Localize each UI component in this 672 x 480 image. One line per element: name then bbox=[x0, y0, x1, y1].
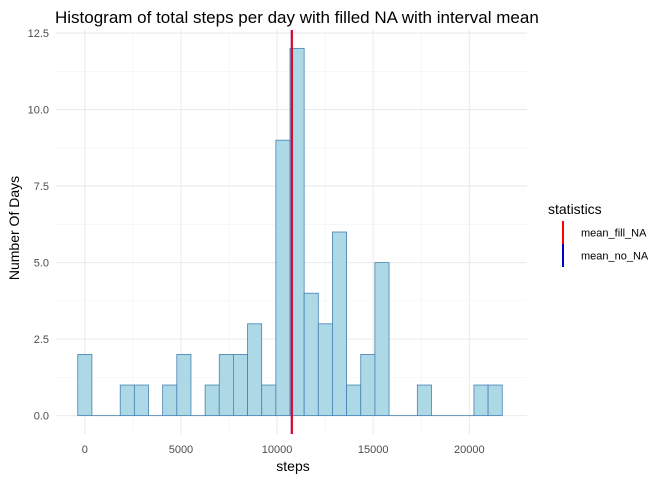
histogram-bar bbox=[119, 384, 135, 417]
histogram-bar bbox=[487, 384, 503, 417]
x-axis-ticks: 0 5000 10000 15000 20000 bbox=[82, 444, 485, 456]
histogram-bar bbox=[133, 384, 149, 417]
histogram-bar bbox=[289, 47, 305, 417]
histogram-bar bbox=[346, 384, 362, 417]
x-axis-title: steps bbox=[276, 458, 309, 474]
histogram-bars bbox=[77, 47, 503, 417]
y-axis-title: Number Of Days bbox=[6, 176, 22, 280]
histogram-bar bbox=[303, 292, 319, 417]
histogram-bar bbox=[473, 384, 489, 417]
legend: statistics mean_fill_NA mean_no_NA bbox=[548, 201, 649, 267]
y-tick-label: 0.0 bbox=[34, 411, 49, 423]
histogram-bar bbox=[360, 354, 376, 417]
histogram-bar bbox=[218, 354, 234, 417]
histogram-bar bbox=[332, 231, 347, 417]
y-axis-ticks: 0.0 2.5 5.0 7.5 10.0 12.5 bbox=[28, 28, 49, 423]
x-tick-label: 15000 bbox=[358, 444, 389, 456]
y-tick-label: 7.5 bbox=[34, 181, 49, 193]
histogram-bar bbox=[77, 354, 93, 417]
histogram-bar bbox=[317, 323, 333, 417]
legend-label-mean-no-NA: mean_no_NA bbox=[581, 251, 649, 263]
x-tick-label: 5000 bbox=[169, 444, 193, 456]
histogram-bar bbox=[374, 262, 390, 417]
legend-entries: mean_fill_NA mean_no_NA bbox=[562, 221, 649, 267]
x-tick-label: 0 bbox=[82, 444, 88, 456]
x-tick-label: 10000 bbox=[262, 444, 293, 456]
legend-title: statistics bbox=[548, 201, 602, 217]
y-tick-label: 2.5 bbox=[34, 334, 49, 346]
chart-title: Histogram of total steps per day with fi… bbox=[55, 8, 539, 27]
histogram-bar bbox=[261, 384, 277, 417]
legend-label-mean-fill-NA: mean_fill_NA bbox=[581, 228, 647, 240]
histogram-bar bbox=[247, 323, 263, 417]
y-tick-label: 5.0 bbox=[34, 258, 49, 270]
y-tick-label: 12.5 bbox=[28, 28, 49, 40]
histogram-bar bbox=[233, 354, 248, 417]
histogram-bar bbox=[162, 384, 178, 417]
y-tick-label: 10.0 bbox=[28, 105, 49, 117]
histogram-bar bbox=[416, 384, 432, 417]
x-tick-label: 20000 bbox=[454, 444, 485, 456]
histogram-bar bbox=[275, 139, 291, 417]
histogram-bar bbox=[176, 354, 192, 417]
histogram-bar bbox=[204, 384, 220, 417]
